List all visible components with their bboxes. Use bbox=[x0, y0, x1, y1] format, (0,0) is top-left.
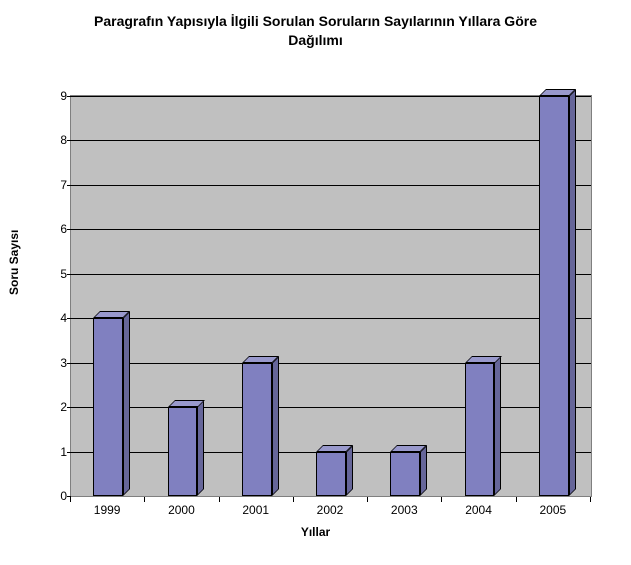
x-tick-label: 1999 bbox=[94, 503, 121, 517]
bar-side bbox=[346, 445, 353, 496]
x-axis: 1999200020012002200320042005 bbox=[70, 497, 590, 498]
bar-face bbox=[465, 363, 495, 496]
x-tick-mark bbox=[367, 497, 368, 502]
x-tick-label: 2005 bbox=[539, 503, 566, 517]
bar-face bbox=[168, 407, 198, 496]
bar bbox=[390, 452, 420, 496]
x-tick-label: 2003 bbox=[391, 503, 418, 517]
bar-side bbox=[123, 311, 130, 496]
chart-title-line1: Paragrafın Yapısıyla İlgili Sorulan Soru… bbox=[94, 13, 537, 29]
y-tick-mark bbox=[67, 185, 71, 186]
y-tick-label: 1 bbox=[60, 445, 67, 459]
bar bbox=[539, 96, 569, 496]
bar bbox=[168, 407, 198, 496]
bar bbox=[242, 363, 272, 496]
y-tick-mark bbox=[67, 229, 71, 230]
bar-top bbox=[242, 356, 279, 363]
bar-side bbox=[420, 445, 427, 496]
x-tick-mark bbox=[293, 497, 294, 502]
bar-face bbox=[539, 96, 569, 496]
bar bbox=[93, 318, 123, 496]
x-tick-mark bbox=[441, 497, 442, 502]
bar bbox=[316, 452, 346, 496]
bar-face bbox=[93, 318, 123, 496]
bar-side bbox=[494, 356, 501, 496]
chart-title: Paragrafın Yapısıyla İlgili Sorulan Soru… bbox=[0, 12, 631, 50]
y-tick-label: 8 bbox=[60, 133, 67, 147]
x-axis-label: Yıllar bbox=[0, 525, 631, 539]
x-tick-label: 2004 bbox=[465, 503, 492, 517]
y-tick-label: 7 bbox=[60, 178, 67, 192]
y-tick-label: 2 bbox=[60, 400, 67, 414]
x-tick-mark bbox=[516, 497, 517, 502]
x-tick-mark bbox=[144, 497, 145, 502]
bar-side bbox=[197, 400, 204, 496]
y-axis-label: Soru Sayısı bbox=[7, 230, 21, 295]
bars-container bbox=[71, 96, 591, 496]
y-tick-label: 5 bbox=[60, 267, 67, 281]
y-tick-mark bbox=[67, 96, 71, 97]
bar-side bbox=[569, 89, 576, 496]
x-tick-label: 2001 bbox=[242, 503, 269, 517]
bar-face bbox=[390, 452, 420, 496]
bar-side bbox=[272, 356, 279, 496]
chart-frame: Paragrafın Yapısıyla İlgili Sorulan Soru… bbox=[0, 0, 631, 565]
x-tick-label: 2000 bbox=[168, 503, 195, 517]
y-tick-label: 4 bbox=[60, 311, 67, 325]
x-tick-mark bbox=[590, 497, 591, 502]
x-tick-mark bbox=[70, 497, 71, 502]
bar-top bbox=[465, 356, 502, 363]
y-tick-mark bbox=[67, 318, 71, 319]
y-tick-label: 6 bbox=[60, 222, 67, 236]
plot-area: 0123456789 bbox=[70, 95, 592, 497]
y-tick-mark bbox=[67, 140, 71, 141]
bar bbox=[465, 363, 495, 496]
y-tick-label: 3 bbox=[60, 356, 67, 370]
chart-title-line2: Dağılımı bbox=[288, 32, 342, 48]
y-tick-mark bbox=[67, 363, 71, 364]
y-tick-mark bbox=[67, 407, 71, 408]
x-tick-mark bbox=[219, 497, 220, 502]
y-tick-mark bbox=[67, 274, 71, 275]
bar-face bbox=[316, 452, 346, 496]
y-tick-label: 9 bbox=[60, 89, 67, 103]
y-tick-mark bbox=[67, 452, 71, 453]
x-tick-label: 2002 bbox=[317, 503, 344, 517]
bar-face bbox=[242, 363, 272, 496]
y-tick-label: 0 bbox=[60, 489, 67, 503]
